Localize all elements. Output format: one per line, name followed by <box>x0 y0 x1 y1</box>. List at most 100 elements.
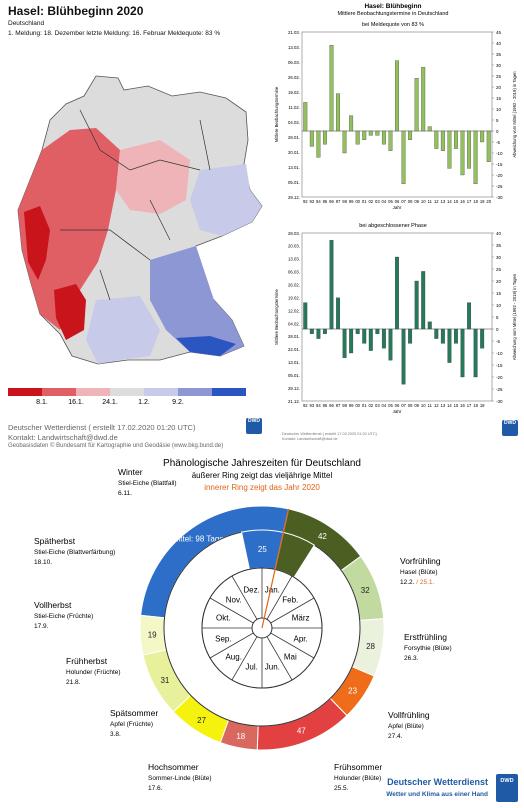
hand-2020 <box>261 508 290 629</box>
phenology-ring-chart: Phänologische Jahreszeiten für Deutschla… <box>34 458 518 802</box>
legend-label: 16.1. <box>68 399 84 406</box>
outer-segment-label: 42 <box>318 532 327 541</box>
brand-claim: Wetter und Klima aus einer Hand <box>386 791 488 798</box>
bar <box>440 130 445 151</box>
x-tick-label: 92 <box>303 199 308 204</box>
y2-tick-label: -30 <box>496 195 503 200</box>
bar <box>480 130 485 143</box>
month-divider <box>231 575 258 620</box>
y-tick-label: 13.01. <box>288 360 300 365</box>
x-tick-label: 03 <box>375 199 380 204</box>
x-tick-label: 98 <box>342 199 347 204</box>
bar-chart-title: Hasel: Blühbeginn <box>364 3 421 10</box>
x-tick-label: 19 <box>480 199 485 204</box>
x-tick-label: 12 <box>434 199 439 204</box>
x-axis-label: Jahr <box>393 205 402 210</box>
legend-swatch <box>76 388 110 396</box>
y2-tick-label: -25 <box>496 387 503 392</box>
x-tick-label: 13 <box>441 403 446 408</box>
month-label: Sep. <box>215 634 231 643</box>
y2-tick-label: 10 <box>496 107 502 112</box>
bar <box>414 78 419 132</box>
month-label: Aug. <box>225 652 241 661</box>
bar <box>467 130 472 169</box>
month-label: Jun. <box>265 663 280 672</box>
month-divider <box>270 597 315 624</box>
x-tick-label: 06 <box>395 403 400 408</box>
tiny-credit-line2: Kontakt: Landwirtschaft@dwd.de <box>282 437 338 441</box>
x-tick-label: 92 <box>303 403 308 408</box>
bar <box>454 130 458 149</box>
y2-tick-label: -5 <box>496 339 500 344</box>
y-tick-label: 22.01. <box>288 347 300 352</box>
season-date: 17.9. <box>34 623 49 630</box>
bar <box>395 256 399 330</box>
y2-tick-label: 15 <box>496 96 502 101</box>
bar <box>454 328 458 344</box>
season-plant: Apfel (Blüte) <box>388 723 424 730</box>
y-tick-label: 26.02. <box>288 282 300 287</box>
bar <box>408 130 413 140</box>
y2-tick-label: 40 <box>496 231 502 236</box>
y-tick-label: 28.03. <box>288 231 300 236</box>
x-tick-label: 99 <box>349 403 354 408</box>
bar <box>414 280 419 330</box>
y-tick-label: 26.02. <box>288 75 300 80</box>
inner-segment-label: 25 <box>258 545 267 554</box>
x-tick-label: 95 <box>323 199 328 204</box>
season-name: Frühherbst <box>66 656 108 666</box>
y-tick-label: 05.01. <box>288 373 300 378</box>
x-tick-label: 94 <box>316 403 321 408</box>
bar <box>447 328 452 363</box>
map-south-mid <box>86 296 160 364</box>
x-tick-label: 19 <box>480 403 485 408</box>
x-tick-label: 02 <box>368 403 373 408</box>
x-tick-label: 14 <box>447 199 452 204</box>
bar-charts: Hasel: Blühbeginn Mittlere Beobachtungst… <box>274 3 517 414</box>
season-plant: Forsythie (Blüte) <box>404 645 452 652</box>
x-tick-label: 08 <box>408 199 413 204</box>
map-east-late <box>190 164 262 236</box>
outer-segment-label: 27 <box>197 716 206 725</box>
y2-tick-label: 10 <box>496 303 502 308</box>
dwd-logo-ring-icon <box>496 774 518 802</box>
month-label: Jul. <box>245 663 257 672</box>
month-label: Apr. <box>294 634 308 643</box>
bar <box>342 130 347 154</box>
x-tick-label: 10 <box>421 403 426 408</box>
x-tick-label: 11 <box>428 403 433 408</box>
x-tick-label: 15 <box>454 199 459 204</box>
map-central-mid <box>116 140 190 214</box>
bar <box>467 302 472 330</box>
y-tick-label: 13.01. <box>288 165 300 170</box>
bar <box>388 130 393 151</box>
season-name: Hochsommer <box>148 762 199 772</box>
season-name: Winter <box>118 467 143 477</box>
outer-segment-label: 28 <box>366 642 375 651</box>
bar <box>395 60 399 132</box>
bar <box>473 130 478 184</box>
x-tick-label: 14 <box>447 403 452 408</box>
season-plant: Sommer-Linde (Blüte) <box>148 775 212 782</box>
season-date: 17.6. <box>148 785 163 792</box>
x-tick-label: 18 <box>473 199 478 204</box>
legend-label: 9.2. <box>172 399 184 406</box>
dwd-logo-ring-text: DWD <box>500 778 513 784</box>
month-divider <box>231 636 258 681</box>
bar <box>362 328 367 344</box>
month-divider <box>209 632 254 659</box>
dwd-logo-icon: DWD <box>246 418 262 434</box>
bar <box>434 130 439 149</box>
x-tick-label: 15 <box>454 403 459 408</box>
x-tick-label: 10 <box>421 199 426 204</box>
bar <box>388 328 393 361</box>
dwd-logo-text: DWD <box>248 418 260 424</box>
y2-tick-label: 0 <box>496 129 499 134</box>
month-label: Feb. <box>282 596 298 605</box>
month-divider <box>266 575 293 620</box>
season-date: 6.11. <box>118 490 132 497</box>
bar <box>486 130 491 162</box>
bar <box>421 271 426 330</box>
x-tick-label: 96 <box>329 403 334 408</box>
footer-contact[interactable]: Kontakt: Landwirtschaft@dwd.de <box>8 433 118 442</box>
